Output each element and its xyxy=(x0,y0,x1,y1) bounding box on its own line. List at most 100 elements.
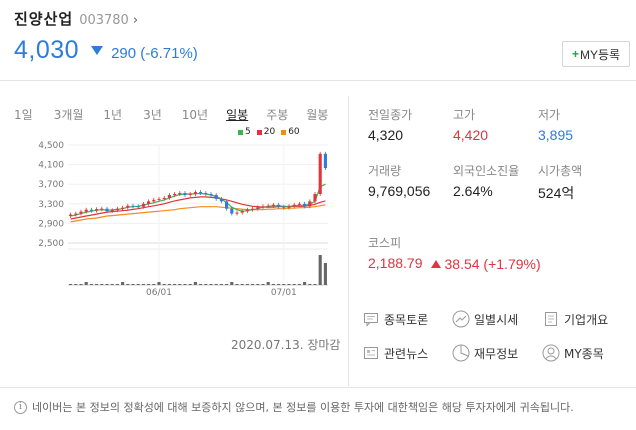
volume-bar xyxy=(292,284,296,285)
candle-body xyxy=(193,192,197,194)
candle-body xyxy=(188,194,192,195)
divider xyxy=(0,387,636,388)
add-my-stock-label: MY등록 xyxy=(579,47,621,62)
volume-bar xyxy=(162,284,166,285)
volume-bar xyxy=(188,284,192,285)
tab-daily[interactable]: 일봉 xyxy=(226,108,249,122)
candle-body xyxy=(256,207,260,209)
stat-foreign-ratio: 외국인소진율 2.64% xyxy=(453,162,525,199)
volume-bar xyxy=(100,284,104,285)
index-row: 2,188.79 38.54 (+1.79%) xyxy=(368,255,628,272)
candle-body xyxy=(318,153,322,194)
stat-value: 9,769,056 xyxy=(368,183,431,199)
candle-body xyxy=(167,194,171,198)
y-tick-label: 2,900 xyxy=(38,219,64,229)
candle-body xyxy=(261,206,265,208)
stat-label: 고가 xyxy=(453,108,476,122)
volume-bar xyxy=(89,284,93,285)
stat-label: 전일종가 xyxy=(368,108,413,122)
link-daily-price[interactable]: 일별시세 xyxy=(452,310,518,328)
volume-bar xyxy=(266,282,270,285)
candle-body xyxy=(303,203,307,207)
volume-bar xyxy=(152,284,156,285)
chevron-right-icon[interactable]: › xyxy=(132,13,139,28)
y-tick-label: 4,500 xyxy=(38,141,64,151)
volume-bar xyxy=(303,282,307,285)
price-chart[interactable]: 4,500 4,100 3,700 3,300 2,900 2,500 06/01 07/0… xyxy=(30,137,335,301)
index-change: 38.54 (+1.79%) xyxy=(444,256,541,272)
add-my-stock-button[interactable]: + MY등록 xyxy=(562,41,630,67)
tab-1d[interactable]: 1일 xyxy=(14,108,33,122)
link-discussion[interactable]: 종목토론 xyxy=(362,310,428,328)
tab-10y[interactable]: 10년 xyxy=(181,108,209,122)
volume-bar xyxy=(115,284,119,285)
stat-label: 거래량 xyxy=(368,164,402,178)
stat-market-cap: 시가총액 524억 xyxy=(538,162,582,203)
volume-bar xyxy=(193,282,197,285)
tab-monthly[interactable]: 월봉 xyxy=(306,108,329,122)
candle-body xyxy=(282,206,286,208)
link-label: 종목토론 xyxy=(384,312,429,327)
candle-body xyxy=(214,194,218,199)
volume-bar xyxy=(79,284,83,285)
candle-body xyxy=(209,194,213,195)
volume-bar xyxy=(110,284,114,285)
legend-item-ma60: 60 xyxy=(281,127,300,137)
volume-bar xyxy=(219,284,223,285)
volume-bar xyxy=(136,284,140,285)
volume-bar xyxy=(126,284,130,285)
volume-bar xyxy=(95,284,99,285)
volume-bar xyxy=(245,284,249,285)
link-my-stocks[interactable]: MY종목 xyxy=(542,344,604,362)
candle-body xyxy=(173,194,177,195)
stock-name[interactable]: 진양산업 xyxy=(14,10,74,28)
candle-body xyxy=(308,201,312,207)
stat-high: 고가 4,420 xyxy=(453,106,488,143)
volume-bar xyxy=(277,284,281,285)
price-row: 4,030 290 (-6.71%) xyxy=(14,36,198,65)
ma60-line xyxy=(70,204,326,223)
volume-bar xyxy=(271,284,275,285)
candle-body xyxy=(95,209,99,211)
up-arrow-icon xyxy=(430,260,441,268)
tab-3y[interactable]: 3년 xyxy=(143,108,162,122)
candle-body xyxy=(74,213,78,215)
chat-icon xyxy=(362,310,380,328)
volume-bar xyxy=(204,284,208,285)
volume-bar xyxy=(147,284,151,285)
volume-bar xyxy=(230,282,234,285)
period-tabs: 1일 3개월 1년 3년 10년 일봉 주봉 월봉 xyxy=(14,106,328,123)
stat-value: 524억 xyxy=(538,185,575,201)
candle-body xyxy=(204,193,208,195)
tab-1y[interactable]: 1년 xyxy=(103,108,123,122)
current-price: 4,030 xyxy=(14,36,80,64)
volume-bar xyxy=(121,282,125,285)
link-label: 관련뉴스 xyxy=(384,346,429,361)
link-related-news[interactable]: 관련뉴스 xyxy=(362,344,428,362)
tab-3m[interactable]: 3개월 xyxy=(53,108,84,122)
candle-body xyxy=(162,197,166,199)
volume-bar xyxy=(313,284,317,285)
candle-body xyxy=(235,212,239,214)
candle-body xyxy=(136,206,140,208)
candle-body xyxy=(89,209,93,211)
stat-value: 2.64% xyxy=(453,183,493,199)
stat-label: 시가총액 xyxy=(538,164,583,178)
stat-value: 4,420 xyxy=(453,127,489,143)
volume-bar xyxy=(69,284,73,285)
stock-code[interactable]: 003780 xyxy=(79,13,129,28)
candle-body xyxy=(245,209,249,212)
candle-body xyxy=(266,205,270,207)
candle-body xyxy=(297,203,301,205)
column-divider xyxy=(348,96,349,386)
volume-bar xyxy=(105,284,109,285)
link-financials[interactable]: 재무정보 xyxy=(452,344,518,362)
candle-body xyxy=(115,208,119,211)
volume-bar xyxy=(256,284,260,285)
index-kospi[interactable]: 코스피 2,188.79 38.54 (+1.79%) xyxy=(368,234,628,272)
link-company-overview[interactable]: 기업개요 xyxy=(542,310,608,328)
tab-weekly[interactable]: 주봉 xyxy=(266,108,289,122)
candle-body xyxy=(178,193,182,195)
candle-body xyxy=(131,205,135,207)
news-icon xyxy=(362,344,380,362)
